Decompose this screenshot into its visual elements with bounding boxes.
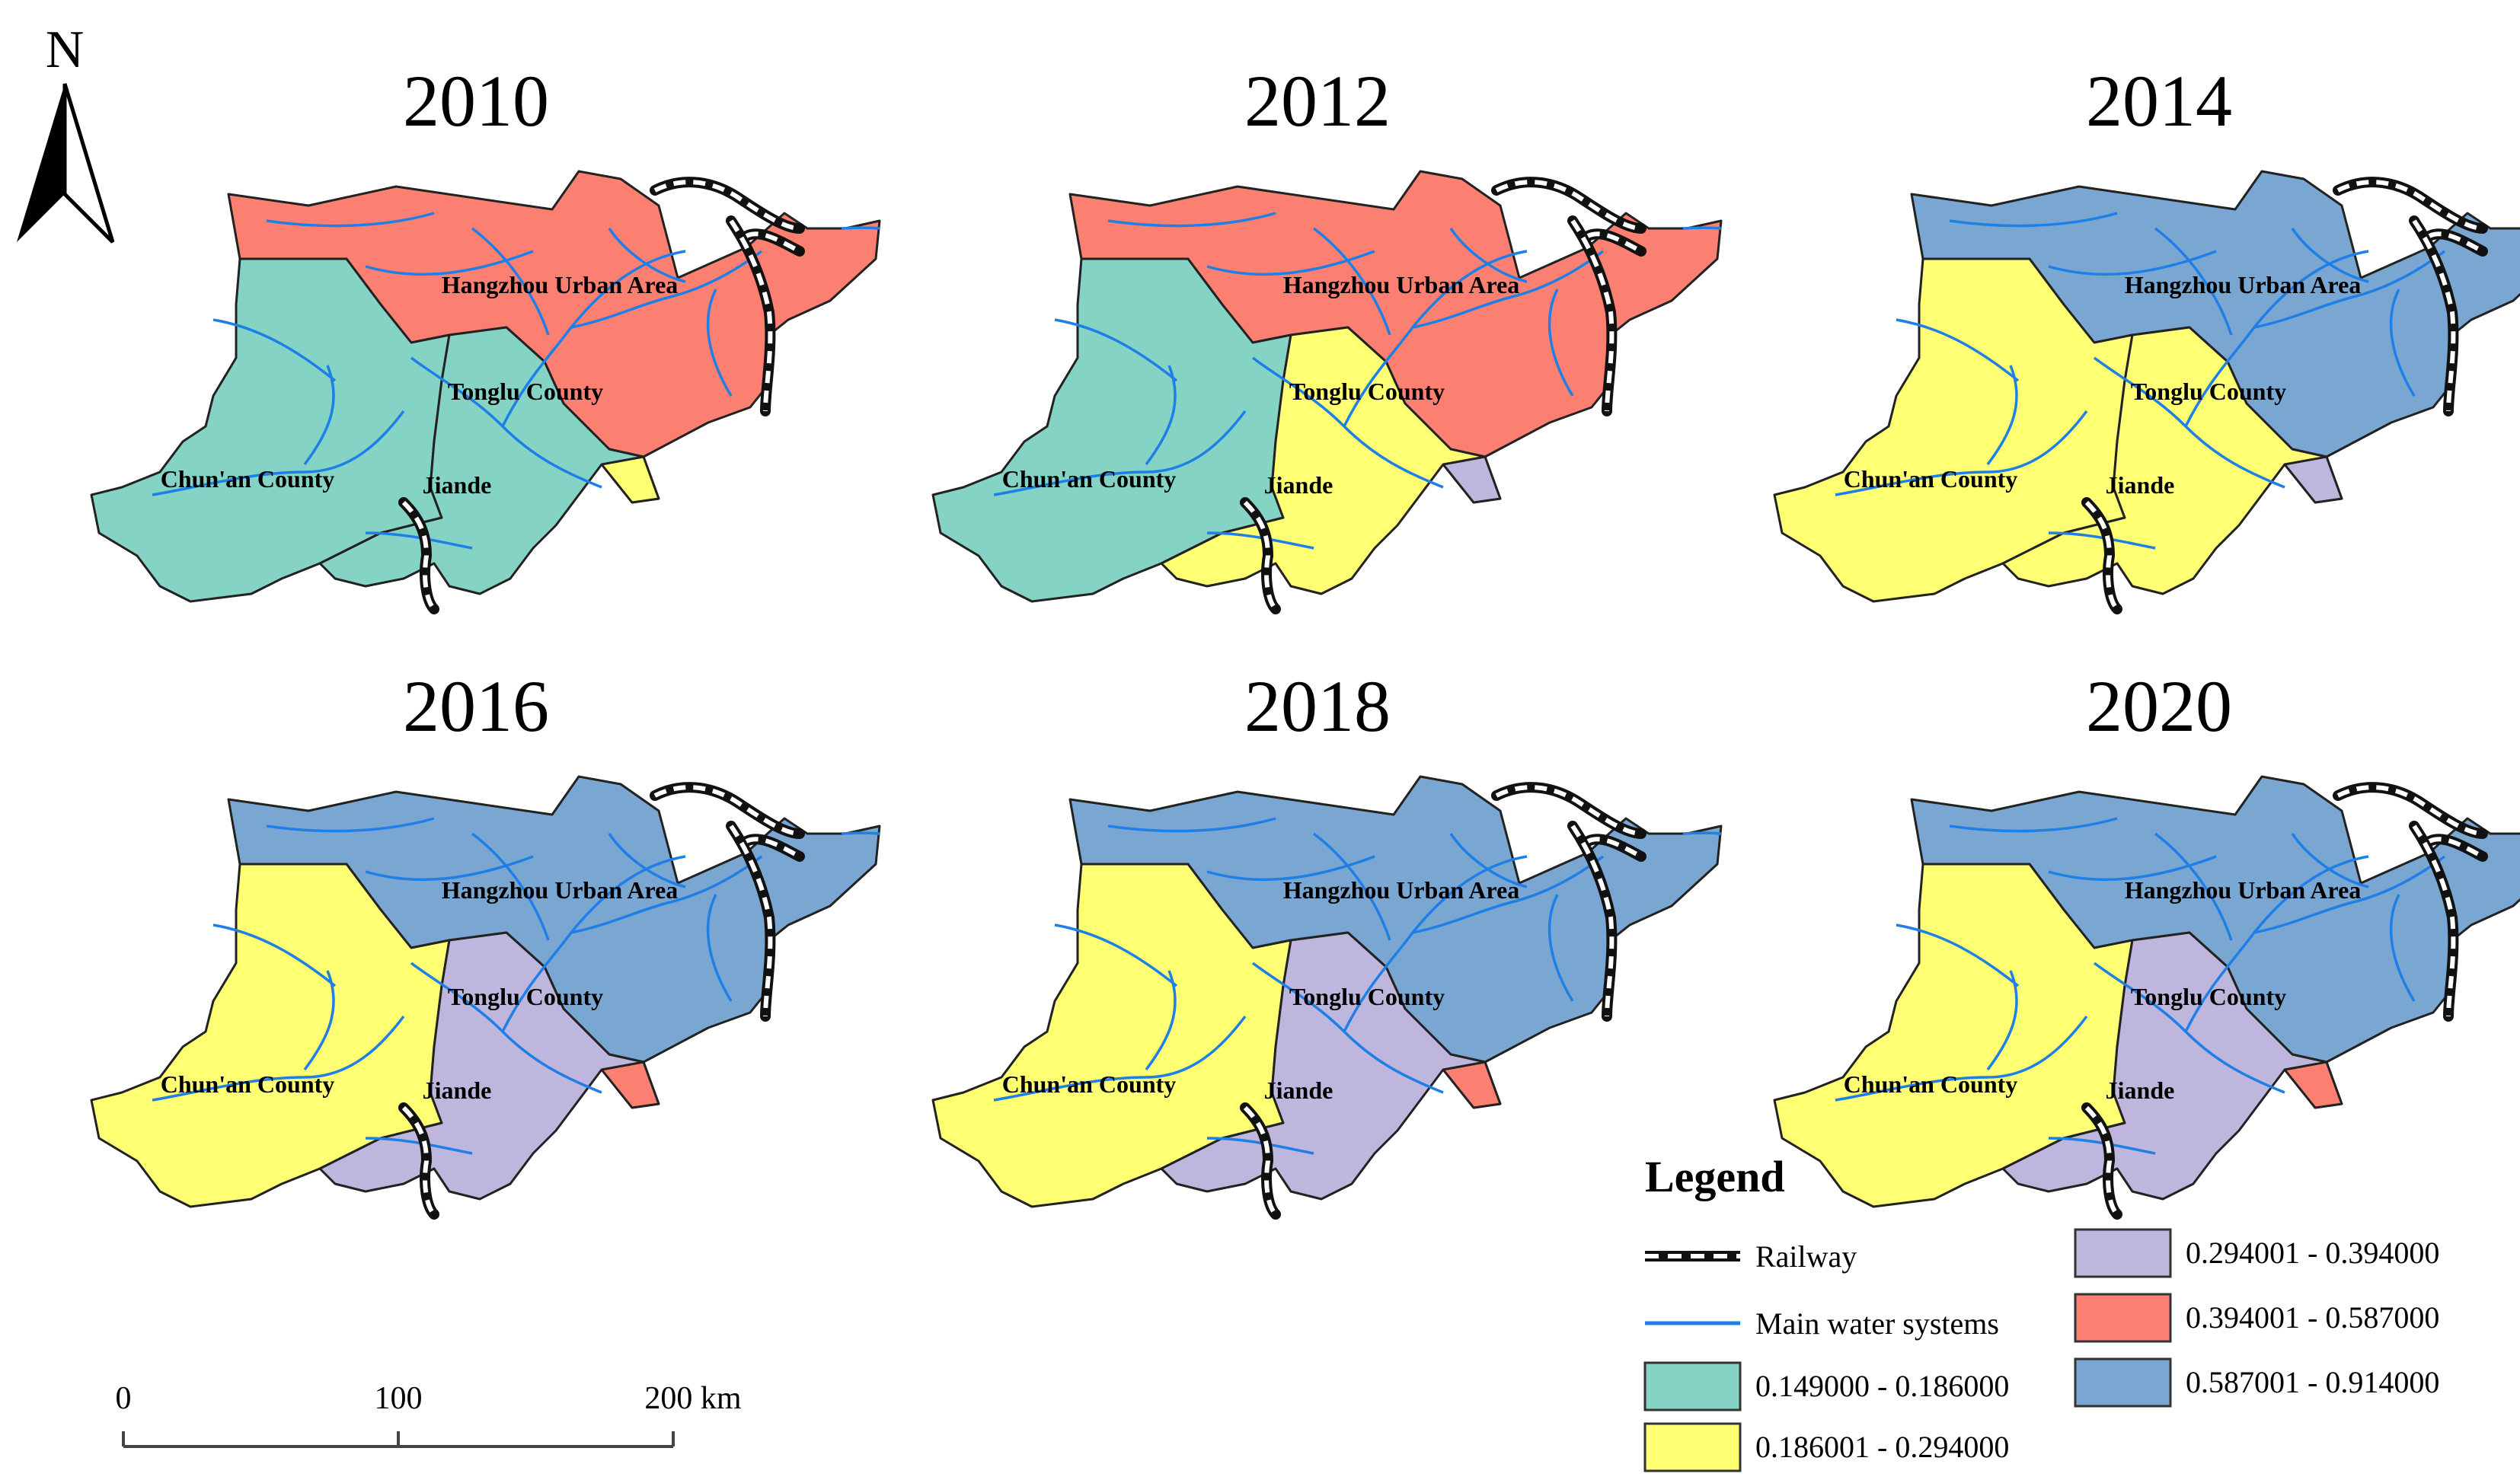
legend-class-range: 0.186001 - 0.294000 bbox=[1755, 1430, 2009, 1464]
region-label-tonglu: Tonglu County bbox=[448, 378, 603, 405]
legend-swatch bbox=[2074, 1293, 2172, 1343]
region-label-jiande: Jiande bbox=[423, 1077, 492, 1104]
legend-water-label: Main water systems bbox=[1755, 1306, 1999, 1341]
legend-swatch bbox=[1643, 1422, 1742, 1472]
region-label-tonglu: Tonglu County bbox=[448, 983, 603, 1010]
map-panel-2016: 2016 Hangzhou Urban Area Tonglu County Chun… bbox=[90, 665, 881, 1214]
region-label-tonglu: Tonglu County bbox=[1289, 378, 1445, 405]
map-panel-2012: 2012 Hangzhou Urban Area Tonglu County Chun… bbox=[931, 60, 1723, 609]
scale-bar: 0 100 200 km bbox=[116, 1381, 742, 1448]
legend-class-2: 0.186001 - 0.294000 bbox=[1643, 1422, 2009, 1472]
region-label-urban: Hangzhou Urban Area bbox=[2125, 271, 2362, 298]
north-arrow-right-half bbox=[62, 83, 115, 244]
map-year-title: 2012 bbox=[1244, 60, 1391, 142]
region-label-jiande: Jiande bbox=[1264, 1077, 1333, 1104]
scale-bar-label-200: 200 km bbox=[644, 1381, 742, 1416]
region-label-jiande: Jiande bbox=[1264, 471, 1333, 499]
region-label-chunan: Chun'an County bbox=[1002, 465, 1177, 493]
legend-class-range: 0.294001 - 0.394000 bbox=[2186, 1236, 2439, 1270]
region-label-tonglu: Tonglu County bbox=[2131, 378, 2286, 405]
scale-bar-label-100: 100 bbox=[375, 1381, 423, 1416]
legend-class-range: 0.587001 - 0.914000 bbox=[2186, 1365, 2439, 1399]
region-label-chunan: Chun'an County bbox=[1002, 1070, 1177, 1098]
north-arrow-left-half bbox=[17, 84, 65, 242]
region-label-jiande: Jiande bbox=[423, 471, 492, 499]
legend-class-1: 0.149000 - 0.186000 bbox=[1643, 1361, 2009, 1411]
map-year-title: 2016 bbox=[403, 665, 549, 747]
scale-bar-label-0: 0 bbox=[116, 1381, 132, 1416]
legend-class-5: 0.587001 - 0.914000 bbox=[2074, 1357, 2439, 1408]
legend-swatch bbox=[2074, 1228, 2172, 1278]
region-label-chunan: Chun'an County bbox=[161, 465, 335, 493]
map-year-title: 2018 bbox=[1244, 665, 1391, 747]
region-label-jiande: Jiande bbox=[2106, 471, 2175, 499]
region-label-urban: Hangzhou Urban Area bbox=[1283, 271, 1520, 298]
map-year-title: 2010 bbox=[403, 60, 549, 142]
legend-class-3: 0.294001 - 0.394000 bbox=[2074, 1228, 2439, 1278]
map-panel-2010: 2010 Hangzhou Urban Area Tonglu County Chun… bbox=[90, 60, 881, 609]
map-panel-2014: 2014 Hangzhou Urban Area Tonglu County Chun… bbox=[1773, 60, 2520, 609]
region-label-urban: Hangzhou Urban Area bbox=[442, 271, 679, 298]
map-year-title: 2020 bbox=[2086, 665, 2232, 747]
region-label-jiande: Jiande bbox=[2106, 1077, 2175, 1104]
legend-railway: Railway bbox=[1645, 1239, 1857, 1274]
map-panel-2018: 2018 Hangzhou Urban Area Tonglu County Chun… bbox=[931, 665, 1723, 1214]
legend-water: Main water systems bbox=[1645, 1306, 1999, 1341]
north-arrow: N bbox=[17, 21, 115, 244]
region-label-chunan: Chun'an County bbox=[1844, 465, 2018, 493]
map-panel-2020: 2020 Hangzhou Urban Area Tonglu County Chun… bbox=[1773, 665, 2520, 1214]
legend-swatch bbox=[2074, 1357, 2172, 1408]
legend-title: Legend bbox=[1645, 1152, 1785, 1201]
legend: Legend Railway Main water systems 0.1490… bbox=[1643, 1152, 2439, 1472]
region-label-tonglu: Tonglu County bbox=[1289, 983, 1445, 1010]
legend-railway-label: Railway bbox=[1755, 1239, 1857, 1274]
legend-class-range: 0.394001 - 0.587000 bbox=[2186, 1300, 2439, 1335]
region-label-chunan: Chun'an County bbox=[161, 1070, 335, 1098]
legend-class-range: 0.149000 - 0.186000 bbox=[1755, 1369, 2009, 1403]
region-label-urban: Hangzhou Urban Area bbox=[2125, 876, 2362, 904]
legend-swatch bbox=[1643, 1361, 1742, 1411]
region-label-tonglu: Tonglu County bbox=[2131, 983, 2286, 1010]
region-label-urban: Hangzhou Urban Area bbox=[1283, 876, 1520, 904]
region-label-chunan: Chun'an County bbox=[1844, 1070, 2018, 1098]
region-label-urban: Hangzhou Urban Area bbox=[442, 876, 679, 904]
map-year-title: 2014 bbox=[2086, 60, 2232, 142]
north-label: N bbox=[46, 21, 85, 79]
legend-class-4: 0.394001 - 0.587000 bbox=[2074, 1293, 2439, 1343]
